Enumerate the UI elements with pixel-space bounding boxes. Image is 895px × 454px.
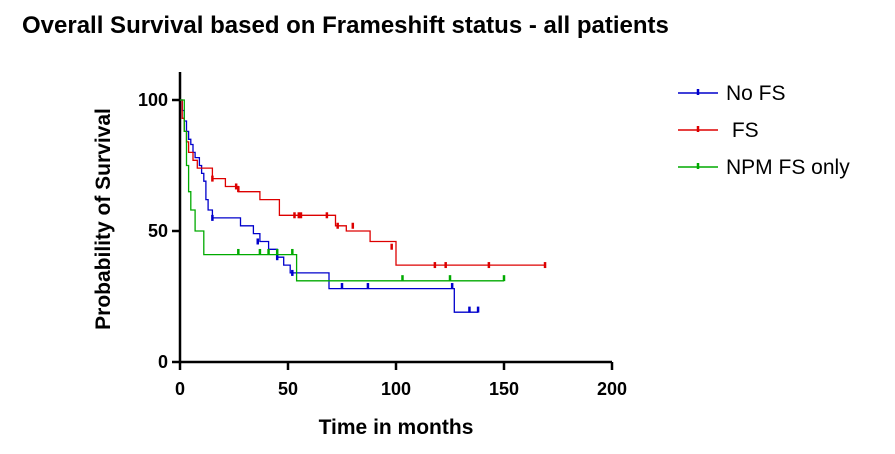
axes: 0 50 100 0 50 100 150 200 (138, 72, 627, 399)
x-tick-label: 200 (597, 379, 627, 399)
legend-label: NPM FS only (726, 156, 850, 179)
legend-item: FS (678, 119, 759, 142)
series-layer (180, 99, 547, 313)
survival-curve (180, 99, 479, 313)
y-tick-label: 50 (148, 221, 168, 241)
y-axis-title: Probability of Survival (92, 108, 115, 330)
y-tick-label: 0 (158, 352, 168, 372)
x-tick-label: 0 (175, 379, 185, 399)
x-tick-label: 100 (381, 379, 411, 399)
chart-title: Overall Survival based on Frameshift sta… (22, 12, 669, 39)
legend: No FS FS NPM FS only (678, 82, 850, 179)
x-tick-label: 50 (278, 379, 298, 399)
series-npm-fs-only (180, 99, 506, 282)
legend-item: No FS (678, 82, 786, 105)
series-fs (180, 99, 547, 269)
x-tick-label: 150 (489, 379, 519, 399)
series-no-fs (180, 99, 480, 313)
legend-label: FS (726, 119, 759, 142)
legend-item: NPM FS only (678, 156, 850, 179)
survival-curve (180, 99, 504, 282)
legend-label: No FS (726, 82, 786, 105)
survival-curve (180, 99, 545, 266)
y-tick-label: 100 (138, 90, 168, 110)
x-axis-title: Time in months (319, 416, 474, 439)
